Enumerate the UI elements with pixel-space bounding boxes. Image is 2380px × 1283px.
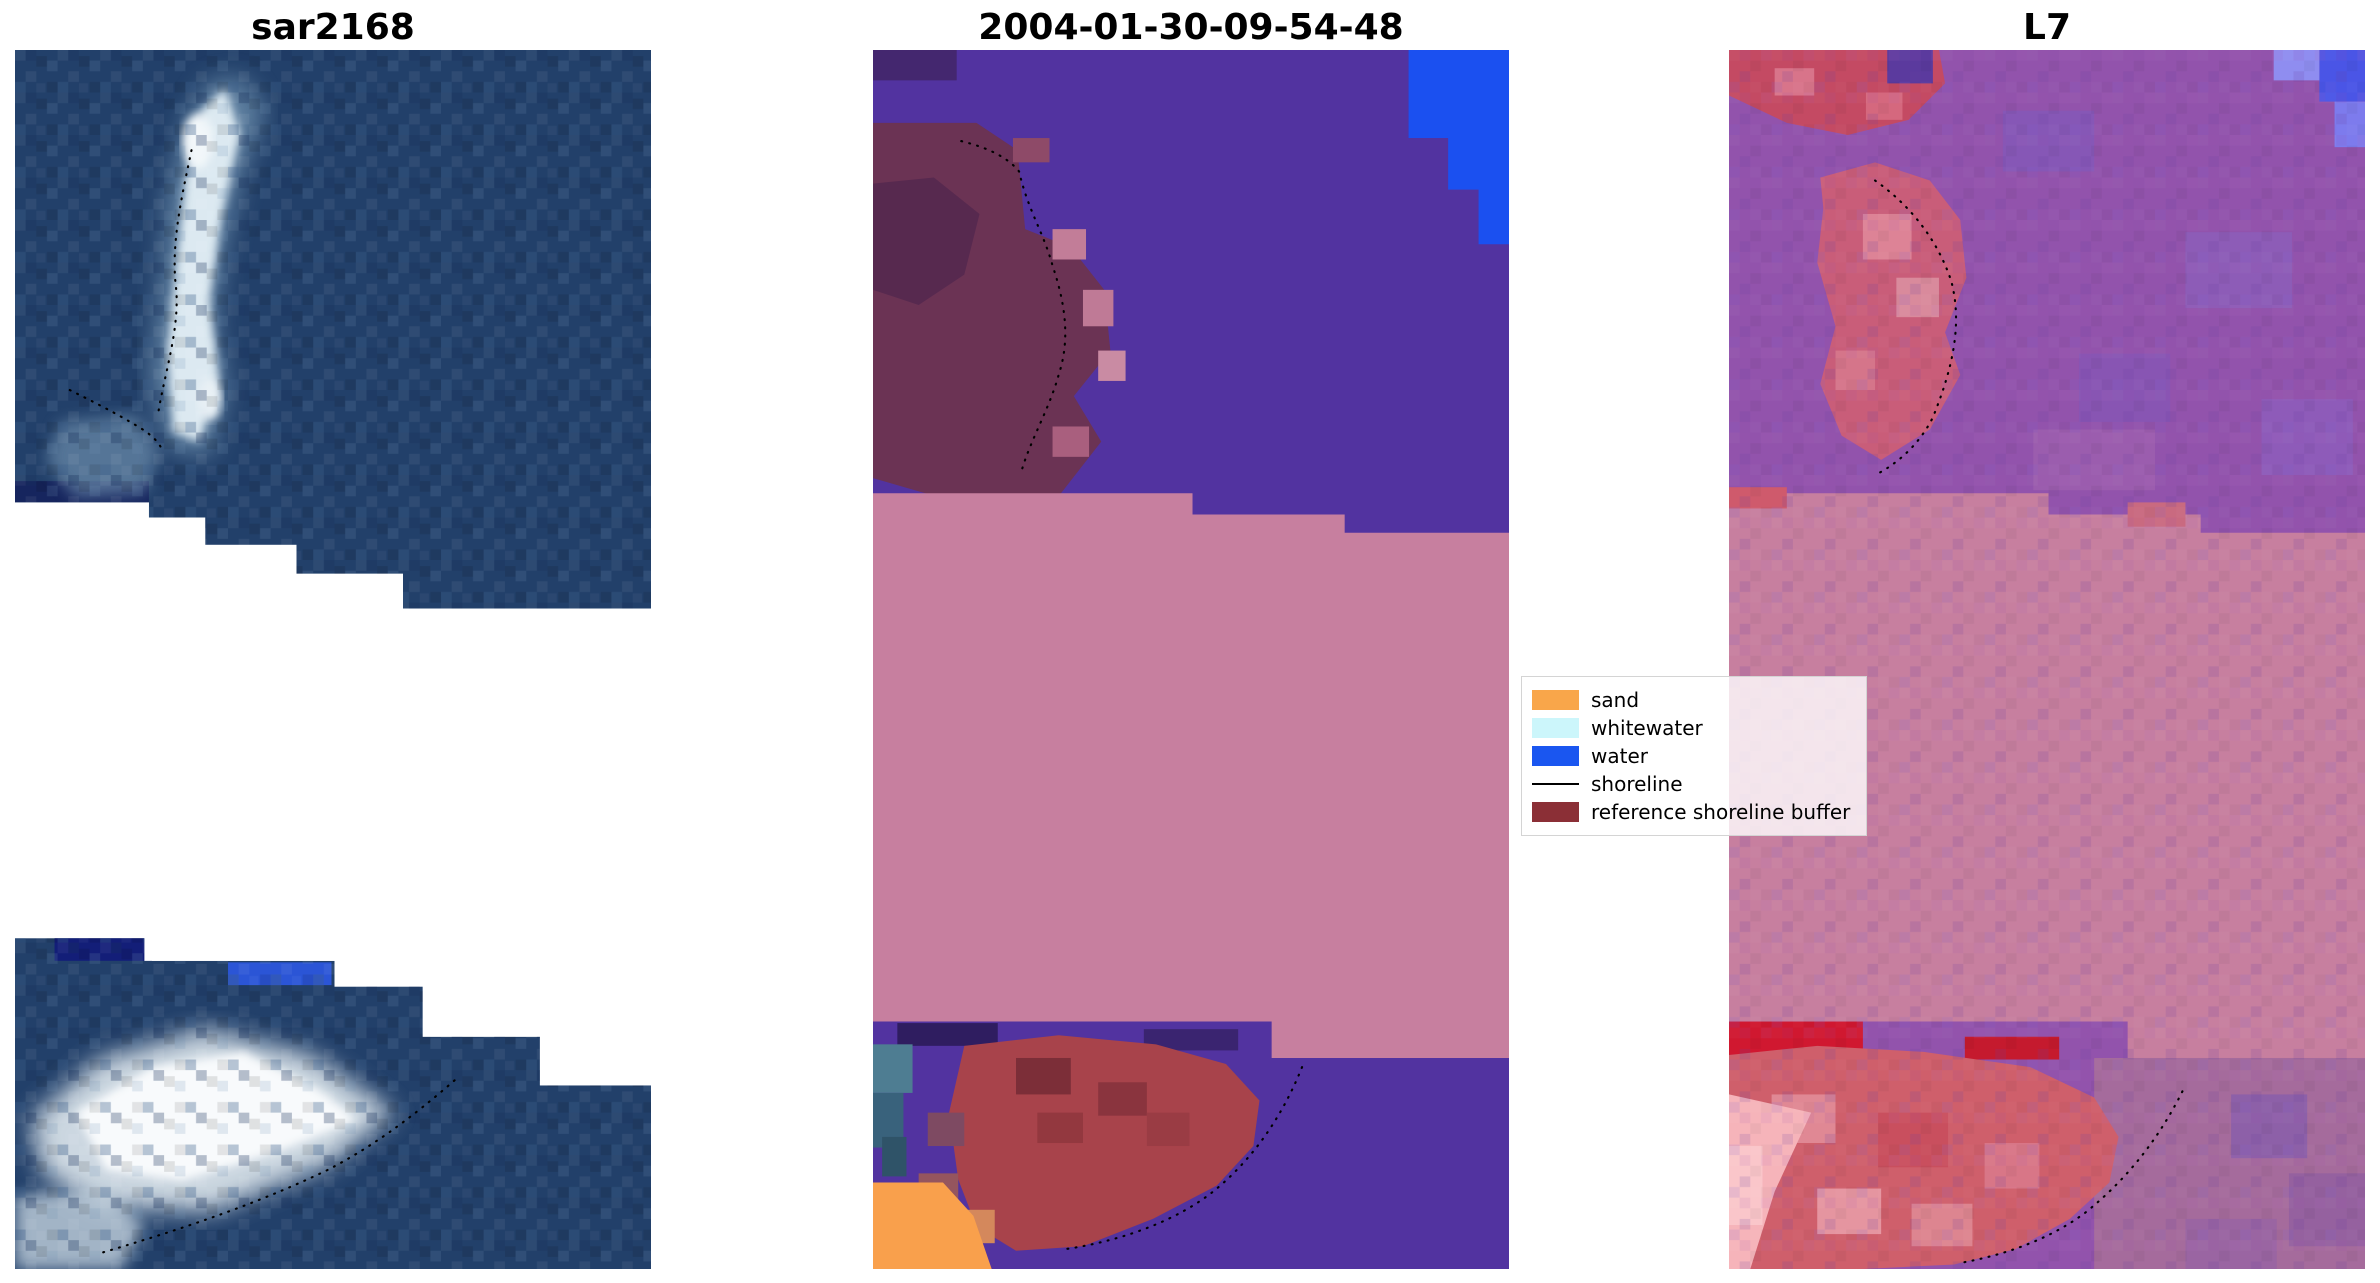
legend: sand whitewater water shoreline referenc… [1521, 676, 1867, 836]
shoreline-dotted-path [102, 1075, 461, 1254]
legend-label: reference shoreline buffer [1591, 800, 1851, 824]
shoreline-dotted-path [960, 140, 1067, 471]
sar-noise-bottom [15, 938, 651, 1269]
shoreline-line-swatch [1532, 783, 1579, 785]
legend-label: shoreline [1591, 772, 1683, 796]
whitewater-swatch [1532, 718, 1579, 738]
legend-label: sand [1591, 688, 1640, 712]
legend-item-sand: sand [1532, 687, 1856, 713]
panel-title-l7: L7 [2023, 7, 2071, 48]
sar-shoreline-dots [68, 149, 461, 1254]
cls-bottom-features [873, 1023, 1260, 1269]
cls-mauve-band [873, 493, 1509, 1058]
shoreline-dotted-path [68, 388, 163, 449]
panel-classification [873, 50, 1509, 1269]
shoreline-dotted-path [1874, 179, 1958, 477]
sand-swatch [1532, 690, 1579, 710]
sar-bottom-image-block [15, 938, 651, 1269]
legend-item-whitewater: whitewater [1532, 715, 1856, 741]
buffer-swatch [1532, 802, 1579, 822]
panel-title-date: 2004-01-30-09-54-48 [978, 7, 1404, 48]
legend-item-shoreline: shoreline [1532, 771, 1856, 797]
legend-label: water [1591, 744, 1648, 768]
cls-topleft-buffer-region [873, 50, 1126, 506]
classification-map [873, 50, 1509, 1269]
legend-label: whitewater [1591, 716, 1703, 740]
cls-water-blue-corner [1408, 50, 1509, 245]
cls-sand-patch [873, 1182, 992, 1269]
legend-item-water: water [1532, 743, 1856, 769]
cls-shoreline-dots [960, 140, 1304, 1251]
panel-sar2168 [15, 50, 651, 1269]
shoreline-dotted-path [156, 149, 193, 416]
sar-image [15, 50, 651, 1269]
panel-title-sar2168: sar2168 [251, 7, 415, 48]
sar-top-image-block [15, 50, 651, 609]
l7-noise-overlay [1729, 50, 2365, 1269]
panel-l7 [1729, 50, 2365, 1269]
water-swatch [1532, 746, 1579, 766]
l7-image [1729, 50, 2365, 1269]
sar-noise-top [15, 50, 651, 609]
shoreline-dotted-path [1959, 1090, 2184, 1264]
l7-shoreline-dots [1874, 179, 2184, 1264]
legend-item-reference-shoreline-buffer: reference shoreline buffer [1532, 799, 1856, 825]
